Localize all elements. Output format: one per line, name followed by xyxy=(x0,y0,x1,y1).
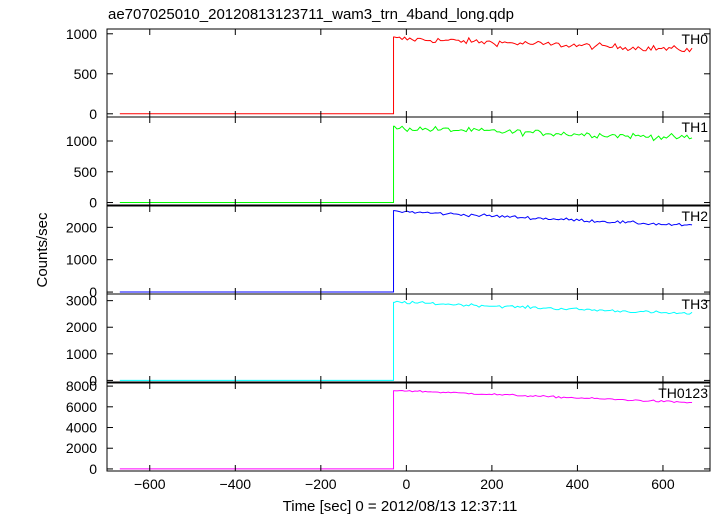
x-tick-label: −600 xyxy=(134,476,166,492)
panel-frame xyxy=(106,205,711,295)
y-tick-label: 0 xyxy=(89,106,97,122)
y-tick-label: 0 xyxy=(89,372,97,388)
series-line-th0123 xyxy=(119,390,693,470)
x-tick-label: −200 xyxy=(305,476,337,492)
series-line-th0 xyxy=(119,36,693,115)
y-tick-label: 3000 xyxy=(66,293,97,309)
panel-th0123: 0 2000 4000 6000 8000 TH0123 xyxy=(66,378,711,477)
x-tick-label: −400 xyxy=(220,476,252,492)
y-tick-label: 1000 xyxy=(66,346,97,362)
y-axis-title: Counts/sec xyxy=(34,212,51,288)
series-label-th0123: TH0123 xyxy=(658,385,708,401)
x-axis-title: Time [sec] 0 = 2012/08/13 12:37:11 xyxy=(283,498,518,515)
series-label-th0: TH0 xyxy=(682,31,709,47)
panel-th2: 0 1000 2000 TH2 xyxy=(66,205,711,300)
y-tick-label: 8000 xyxy=(66,378,97,394)
panel-th0: 0 500 1000 TH0 xyxy=(66,26,711,122)
y-tick-label: 2000 xyxy=(66,319,97,335)
y-tick-label: 1000 xyxy=(66,252,97,268)
series-line-th1 xyxy=(119,125,693,204)
series-line-th2 xyxy=(119,210,693,293)
x-tick-label: 600 xyxy=(651,476,675,492)
panel-frame xyxy=(106,293,711,383)
y-tick-label: 500 xyxy=(74,164,98,180)
panel-frame xyxy=(106,382,711,472)
panel-th3: 0 1000 2000 3000 TH3 xyxy=(66,293,711,388)
y-tick-label: 2000 xyxy=(66,440,97,456)
panel-frame xyxy=(106,116,711,206)
series-label-th2: TH2 xyxy=(682,208,709,224)
x-tick-label: 0 xyxy=(402,476,410,492)
x-tick-label: 400 xyxy=(566,476,590,492)
y-tick-label: 6000 xyxy=(66,399,97,415)
panel-frame xyxy=(106,28,711,118)
y-tick-label: 0 xyxy=(89,284,97,300)
panel-th1: 0 500 1000 TH1 xyxy=(66,116,711,211)
y-tick-label: 0 xyxy=(89,461,97,477)
x-tick-label: 200 xyxy=(480,476,504,492)
y-tick-label: 500 xyxy=(74,66,98,82)
y-tick-label: 2000 xyxy=(66,219,97,235)
series-line-th3 xyxy=(119,300,693,381)
y-tick-label: 4000 xyxy=(66,420,97,436)
series-label-th1: TH1 xyxy=(682,119,709,135)
series-label-th3: TH3 xyxy=(682,296,709,312)
y-tick-label: 1000 xyxy=(66,26,97,42)
y-tick-label: 1000 xyxy=(66,133,97,149)
chart-title: ae707025010_20120813123711_wam3_trn_4ban… xyxy=(108,6,514,23)
y-tick-label: 0 xyxy=(89,195,97,211)
